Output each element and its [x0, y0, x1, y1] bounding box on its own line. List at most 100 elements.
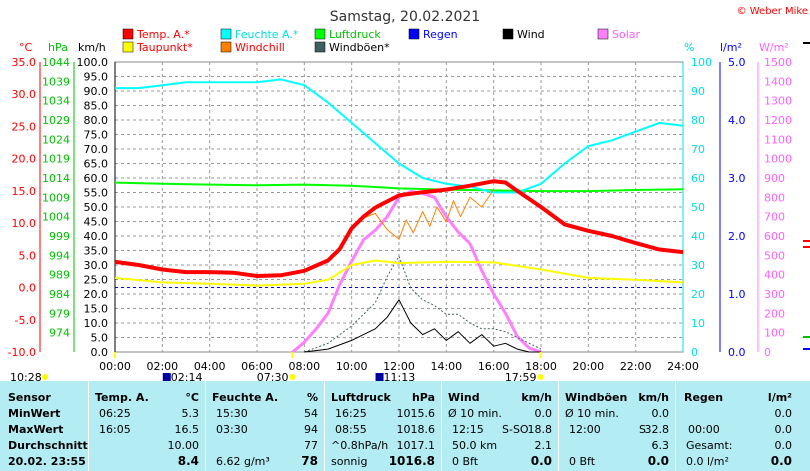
press-min-time: 16:25	[335, 407, 367, 420]
chart-title: Samstag, 20.02.2021	[330, 9, 480, 25]
rain-tick-label: 5.0	[728, 56, 746, 69]
hpa-tick-label: 1014	[42, 172, 70, 185]
axis-ticks: 00:00 02:00 04:00 06:00 08:00 10:00 12:00 14:00…	[8, 56, 792, 373]
pct-tick-label: 60	[691, 172, 705, 185]
row-max-label: MaxWert	[8, 423, 64, 436]
solar-tick-label: 500	[764, 249, 785, 262]
hpa-tick-label: 1044	[42, 56, 70, 69]
solar-tick-label: 1000	[764, 153, 792, 166]
col-pressure: Luftdruck hPa 16:25 1015.6 08:55 1018.6 …	[325, 381, 442, 471]
x-tick-label: 20:00	[572, 360, 604, 373]
legend: Temp. A.* Feuchte A.* Luftdruck Regen Wind So…	[122, 28, 641, 54]
weather-chart: Samstag, 20.02.2021 © Weber Mike Temp. A…	[8, 6, 810, 381]
x-tick-label: 00:00	[99, 360, 131, 373]
temp-max-value: 16.5	[174, 423, 200, 436]
hum-min-time: 15:30	[216, 407, 248, 420]
solar-tick-label: 1400	[764, 75, 792, 88]
hum-unit: %	[306, 391, 318, 404]
kmh-tick-label: 40.0	[84, 230, 109, 243]
wind-run-value: 2.1	[534, 439, 553, 452]
gust-max-value: 32.8	[644, 423, 670, 436]
legend-label: Luftdruck	[329, 28, 381, 41]
pct-tick-label: 30	[691, 259, 705, 272]
rain-head: Regen	[684, 391, 724, 404]
current-date: 20.02. 23:55	[8, 455, 86, 468]
gust-bft: 0 Bft	[569, 455, 596, 468]
col-humidity: Feuchte A. % 15:30 54 03:30 94 77 6.62 g…	[206, 381, 325, 471]
legend-swatch	[408, 28, 420, 40]
kmh-tick-label: 55.0	[84, 187, 109, 200]
legend-label: Temp. A.*	[136, 28, 190, 41]
hpa-tick-label: 1024	[42, 133, 70, 146]
pct-tick-label: 70	[691, 143, 705, 156]
hum-max-value: 94	[304, 423, 318, 436]
wind-run: 50.0 km	[452, 439, 498, 452]
temp-unit: °C	[185, 391, 199, 404]
sun-icon	[289, 374, 296, 380]
right-marker	[803, 42, 810, 44]
temp-tick-label: 0.0	[19, 282, 37, 295]
temp-tick-label: 25.0	[12, 120, 37, 133]
hpa-tick-label: 1039	[42, 75, 70, 88]
gust-head: Windböen	[565, 391, 628, 404]
gust-unit: km/h	[638, 391, 669, 404]
x-tick-label: 08:00	[288, 360, 320, 373]
col-rain: Regen l/m² 0.0 00:00 0.0 Gesamt: 0.0 0.0…	[676, 381, 798, 471]
temp-tick-label: 15.0	[12, 185, 37, 198]
rain-rate: 0.0 l/m²	[686, 455, 729, 468]
legend-label: Windchill	[235, 41, 285, 54]
kmh-tick-label: 85.0	[84, 100, 109, 113]
rain-tick-label: 4.0	[728, 114, 746, 127]
col-temp: Temp. A. °C 06:25 5.3 16:05 16.5 10.00 8…	[89, 381, 206, 471]
hum-current-value: 78	[301, 454, 318, 468]
press-avg-value: 1017.1	[396, 439, 436, 452]
moon-icon	[162, 373, 171, 381]
temp-tick-label: 5.0	[19, 249, 37, 262]
solar-tick-label: 1100	[764, 133, 792, 146]
wind-current-value: 0.0	[530, 454, 552, 468]
legend-label: Taupunkt*	[136, 41, 193, 54]
x-tick-label: 14:00	[430, 360, 462, 373]
press-max-time: 08:55	[335, 423, 367, 436]
kmh-tick-label: 35.0	[84, 245, 109, 258]
sun-icon	[42, 374, 48, 380]
hum-head: Feuchte A.	[212, 391, 279, 404]
kmh-tick-label: 60.0	[84, 172, 109, 185]
solar-tick-label: 1200	[764, 114, 792, 127]
sun-markers: 10:28 02:14 07:30 11:13 17:59	[10, 352, 544, 381]
legend-swatch	[122, 28, 134, 40]
pct-unit-label: %	[684, 41, 694, 54]
sun-marker-label: 07:30	[257, 371, 289, 381]
kmh-tick-label: 75.0	[84, 129, 109, 142]
temp-tick-label: -5.0	[15, 314, 36, 327]
wind-avg-value: 0.0	[534, 407, 553, 420]
right-marker	[803, 240, 810, 242]
legend-label: Wind	[517, 28, 545, 41]
wind-max-direction: S-SO	[502, 423, 529, 436]
wind-head: Wind	[448, 391, 480, 404]
hum-min-value: 54	[304, 407, 318, 420]
col-wind: Wind km/h Ø 10 min. 0.0 12:15 S-SO 18.8 …	[442, 381, 559, 471]
rain-max-value: 0.0	[774, 423, 793, 436]
rain-min-value: 0.0	[774, 407, 793, 420]
hum-max-time: 03:30	[216, 423, 248, 436]
temp-current-value: 8.4	[177, 454, 199, 468]
sun-marker-label: 10:28	[10, 371, 42, 381]
legend-label: Windböen*	[329, 41, 390, 54]
temp-max-time: 16:05	[99, 423, 131, 436]
rain-unit-label: l/m²	[720, 41, 742, 54]
hpa-tick-label: 974	[49, 327, 70, 340]
sun-marker-label: 02:14	[171, 371, 203, 381]
legend-label: Feuchte A.*	[235, 28, 299, 41]
kmh-tick-label: 15.0	[84, 303, 109, 316]
press-trend: ^0.8hPa/h	[331, 439, 389, 452]
rain-tick-label: 2.0	[728, 230, 746, 243]
solar-tick-label: 200	[764, 307, 785, 320]
series-lines	[114, 78, 684, 354]
press-current-value: 1016.8	[388, 454, 435, 468]
pct-tick-label: 90	[691, 85, 705, 98]
kmh-tick-label: 45.0	[84, 216, 109, 229]
x-tick-label: 22:00	[620, 360, 652, 373]
row-avg-label: Durchschnitt	[8, 439, 88, 452]
rain-tick-label: 3.0	[728, 172, 746, 185]
